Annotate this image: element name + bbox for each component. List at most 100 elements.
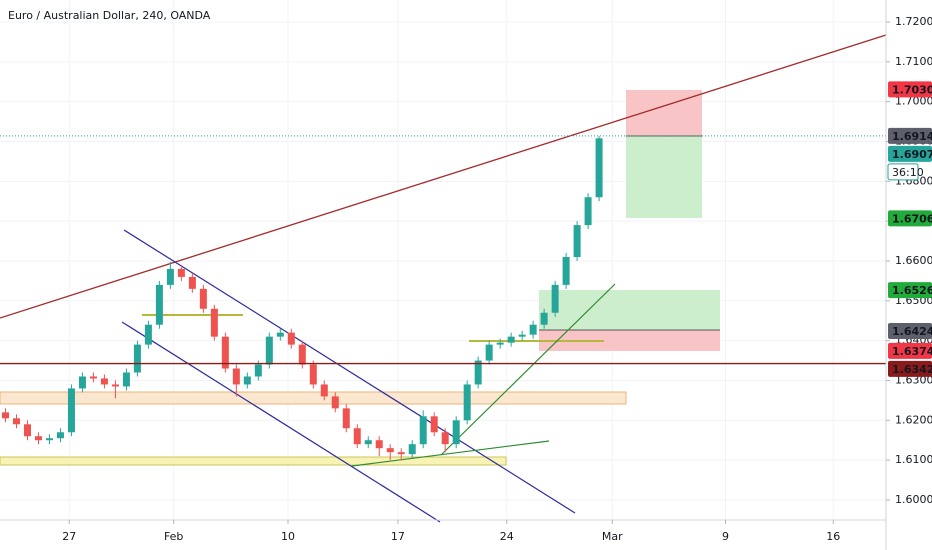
- target-box: [626, 136, 702, 218]
- axes: 1.600001.610001.620001.630001.640001.650…: [62, 15, 932, 543]
- price-tag: [888, 145, 932, 162]
- candle-body: [441, 432, 449, 445]
- candle-body: [23, 424, 31, 437]
- chart-title: Euro / Australian Dollar, 240, OANDA: [8, 9, 211, 22]
- candle-body: [254, 364, 262, 377]
- candle-body: [144, 324, 152, 345]
- x-tick-label: 10: [281, 530, 295, 543]
- zone: [0, 456, 507, 466]
- y-tick-label: 1.61000: [895, 453, 932, 466]
- candle-body: [122, 372, 130, 387]
- x-tick-label: 24: [500, 530, 514, 543]
- x-tick-label: 17: [391, 530, 405, 543]
- candle-body: [397, 452, 405, 455]
- candle-body: [551, 284, 559, 313]
- price-tag: [888, 360, 932, 377]
- candle-body: [188, 276, 196, 289]
- candle-body: [342, 408, 350, 429]
- candle-body: [463, 384, 471, 421]
- channel-line: [123, 229, 576, 514]
- y-tick-label: 1.62000: [895, 413, 932, 426]
- x-tick-label: 16: [826, 530, 840, 543]
- candle-body: [100, 378, 108, 385]
- candles: [1, 135, 603, 461]
- price-tag-label: 1.69142: [892, 130, 932, 143]
- candle-body: [56, 432, 64, 439]
- target-box: [539, 290, 720, 330]
- candle-body: [232, 368, 240, 385]
- candle-body: [199, 288, 207, 309]
- price-tag-label: 1.70309: [892, 83, 932, 96]
- candle-body: [386, 448, 394, 453]
- candle-body: [309, 364, 317, 385]
- candle-body: [573, 225, 581, 257]
- candle-body: [507, 336, 515, 343]
- x-tick-label: Feb: [164, 530, 183, 543]
- candle-body: [540, 312, 548, 325]
- candle-body: [595, 138, 603, 198]
- candle-body: [287, 332, 295, 345]
- x-tick-label: 9: [722, 530, 729, 543]
- candle-body: [584, 197, 592, 226]
- price-tag: [888, 127, 932, 144]
- candle-body: [12, 418, 20, 425]
- countdown-tag: [887, 163, 919, 181]
- candle-body: [452, 420, 460, 445]
- candle-body: [375, 440, 383, 449]
- y-tick-label: 1.72000: [895, 15, 932, 28]
- candle-body: [298, 344, 306, 365]
- candle-body: [408, 444, 416, 455]
- candle-body: [562, 256, 570, 285]
- candle-body: [485, 344, 493, 361]
- y-tick-label: 1.70000: [895, 95, 932, 108]
- price-tag: [888, 210, 932, 227]
- candle-body: [419, 416, 427, 445]
- x-tick-label: 27: [62, 530, 76, 543]
- candle-body: [155, 284, 163, 325]
- candle-body: [331, 396, 339, 409]
- candle-body: [34, 436, 42, 441]
- candle-body: [221, 336, 229, 369]
- countdown: 36:10: [892, 166, 924, 179]
- candle-body: [353, 428, 361, 445]
- candle-body: [177, 268, 185, 277]
- price-tag: [888, 282, 932, 299]
- price-tag: [888, 342, 932, 359]
- candle-body: [529, 324, 537, 335]
- x-tick-label: Mar: [602, 530, 623, 543]
- candle-body: [67, 388, 75, 433]
- trend-line: [351, 440, 550, 467]
- price-tag-label: 1.63742: [892, 345, 932, 358]
- trend-line: [0, 34, 887, 319]
- price-tag-label: 1.63424: [892, 363, 932, 376]
- price-tag-label: 1.65267: [892, 284, 932, 297]
- candle-body: [133, 344, 141, 373]
- y-tick-label: 1.66000: [895, 254, 932, 267]
- candle-body: [474, 360, 482, 385]
- candle-body: [320, 384, 328, 397]
- candle-body: [78, 376, 86, 389]
- candle-body: [210, 308, 218, 337]
- price-tag-label: 1.69077: [892, 148, 932, 161]
- candle-body: [89, 376, 97, 379]
- candle-body: [496, 342, 504, 345]
- stop-box: [539, 330, 720, 351]
- candle-body: [364, 440, 372, 445]
- zone: [0, 391, 627, 405]
- candle-body: [1, 412, 9, 419]
- candle-body: [276, 332, 284, 337]
- candle-body: [518, 334, 526, 337]
- channel-line: [121, 321, 441, 523]
- price-tag-label: 1.67069: [892, 212, 932, 225]
- candle-body: [243, 376, 251, 385]
- candle-body: [430, 416, 438, 433]
- candle-body: [111, 384, 119, 387]
- candle-body: [166, 268, 174, 285]
- trend-line: [440, 283, 616, 456]
- grid: [0, 0, 886, 520]
- y-tick-label: 1.71000: [895, 55, 932, 68]
- candle-body: [265, 336, 273, 365]
